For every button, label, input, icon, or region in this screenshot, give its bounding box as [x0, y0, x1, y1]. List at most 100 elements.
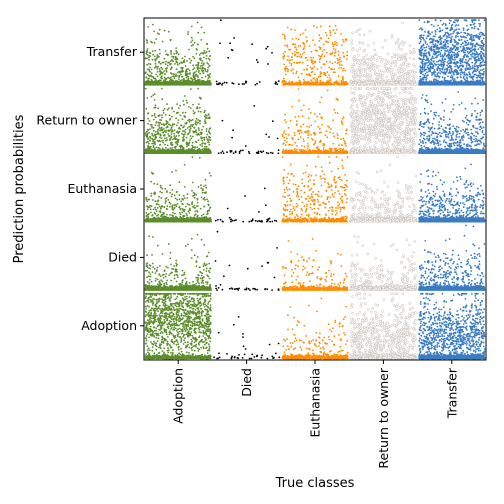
data-point	[198, 267, 200, 269]
data-point	[150, 276, 152, 278]
data-point	[150, 195, 152, 197]
data-point	[163, 283, 165, 285]
data-point	[182, 306, 184, 308]
data-point	[204, 315, 206, 317]
data-point	[186, 303, 188, 305]
data-point	[206, 295, 208, 297]
data-point	[186, 283, 188, 285]
data-point	[173, 265, 175, 267]
data-point	[147, 357, 149, 359]
data-point	[184, 324, 186, 326]
data-point	[164, 355, 166, 357]
data-point	[152, 263, 154, 265]
data-point	[176, 281, 178, 283]
data-point	[153, 323, 155, 325]
data-point	[164, 269, 166, 271]
data-point	[203, 186, 205, 188]
data-point	[177, 276, 179, 278]
data-point	[160, 185, 162, 187]
data-point	[189, 208, 191, 210]
data-point	[168, 274, 170, 276]
data-point	[163, 217, 165, 219]
data-point	[187, 217, 189, 219]
data-point	[145, 321, 147, 323]
data-point	[178, 325, 180, 327]
data-point	[157, 357, 159, 359]
data-point	[207, 281, 209, 283]
data-point	[160, 279, 162, 281]
data-point	[203, 244, 205, 246]
data-point	[180, 340, 182, 342]
data-point	[200, 187, 202, 189]
data-point	[157, 340, 159, 342]
data-point	[191, 238, 193, 240]
data-point	[197, 348, 199, 350]
data-point	[206, 256, 208, 258]
data-point	[198, 344, 200, 346]
data-point	[188, 286, 190, 288]
data-point	[177, 334, 179, 336]
data-point	[174, 325, 176, 327]
data-point	[156, 301, 158, 303]
data-point	[171, 171, 173, 173]
data-point	[179, 198, 181, 200]
data-point	[189, 318, 191, 320]
data-point	[165, 276, 167, 278]
data-point	[157, 279, 159, 281]
data-point	[172, 334, 174, 336]
data-point	[161, 308, 163, 310]
data-point	[177, 303, 179, 305]
data-point	[204, 309, 206, 311]
data-point	[189, 313, 191, 315]
data-point	[188, 352, 190, 354]
data-point	[186, 197, 188, 199]
data-point	[159, 314, 161, 316]
data-point	[179, 212, 181, 214]
data-point	[179, 355, 181, 357]
data-point	[199, 157, 201, 159]
data-point	[209, 329, 211, 331]
data-point	[151, 281, 153, 283]
data-point	[162, 357, 164, 359]
data-point	[175, 335, 177, 337]
data-point	[196, 324, 198, 326]
data-point	[166, 324, 168, 326]
data-point	[174, 309, 176, 311]
data-point	[185, 330, 187, 332]
data-point	[187, 193, 189, 195]
data-point	[197, 234, 199, 236]
data-point	[202, 279, 204, 281]
data-point	[147, 214, 149, 216]
data-point	[153, 183, 155, 185]
data-point	[184, 299, 186, 301]
data-point	[198, 293, 200, 295]
data-point	[206, 316, 208, 318]
data-point	[166, 305, 168, 307]
data-point	[169, 192, 171, 194]
data-point	[181, 309, 183, 311]
data-point	[164, 305, 166, 307]
data-point	[153, 326, 155, 328]
data-point	[198, 316, 200, 318]
data-point	[170, 303, 172, 305]
data-point	[148, 330, 150, 332]
data-point	[194, 356, 196, 358]
data-point	[164, 323, 166, 325]
data-point	[170, 280, 172, 282]
data-point	[209, 300, 211, 302]
data-point	[148, 293, 150, 295]
data-point	[161, 188, 163, 190]
data-point	[155, 308, 157, 310]
data-point	[207, 293, 209, 295]
data-point	[187, 335, 189, 337]
data-point	[145, 285, 147, 287]
data-point	[147, 285, 149, 287]
data-point	[202, 192, 204, 194]
data-point	[193, 293, 195, 295]
data-point	[174, 204, 176, 206]
data-point	[187, 342, 189, 344]
data-point	[193, 308, 195, 310]
data-point	[194, 321, 196, 323]
data-point	[145, 329, 147, 331]
data-point	[192, 281, 194, 283]
